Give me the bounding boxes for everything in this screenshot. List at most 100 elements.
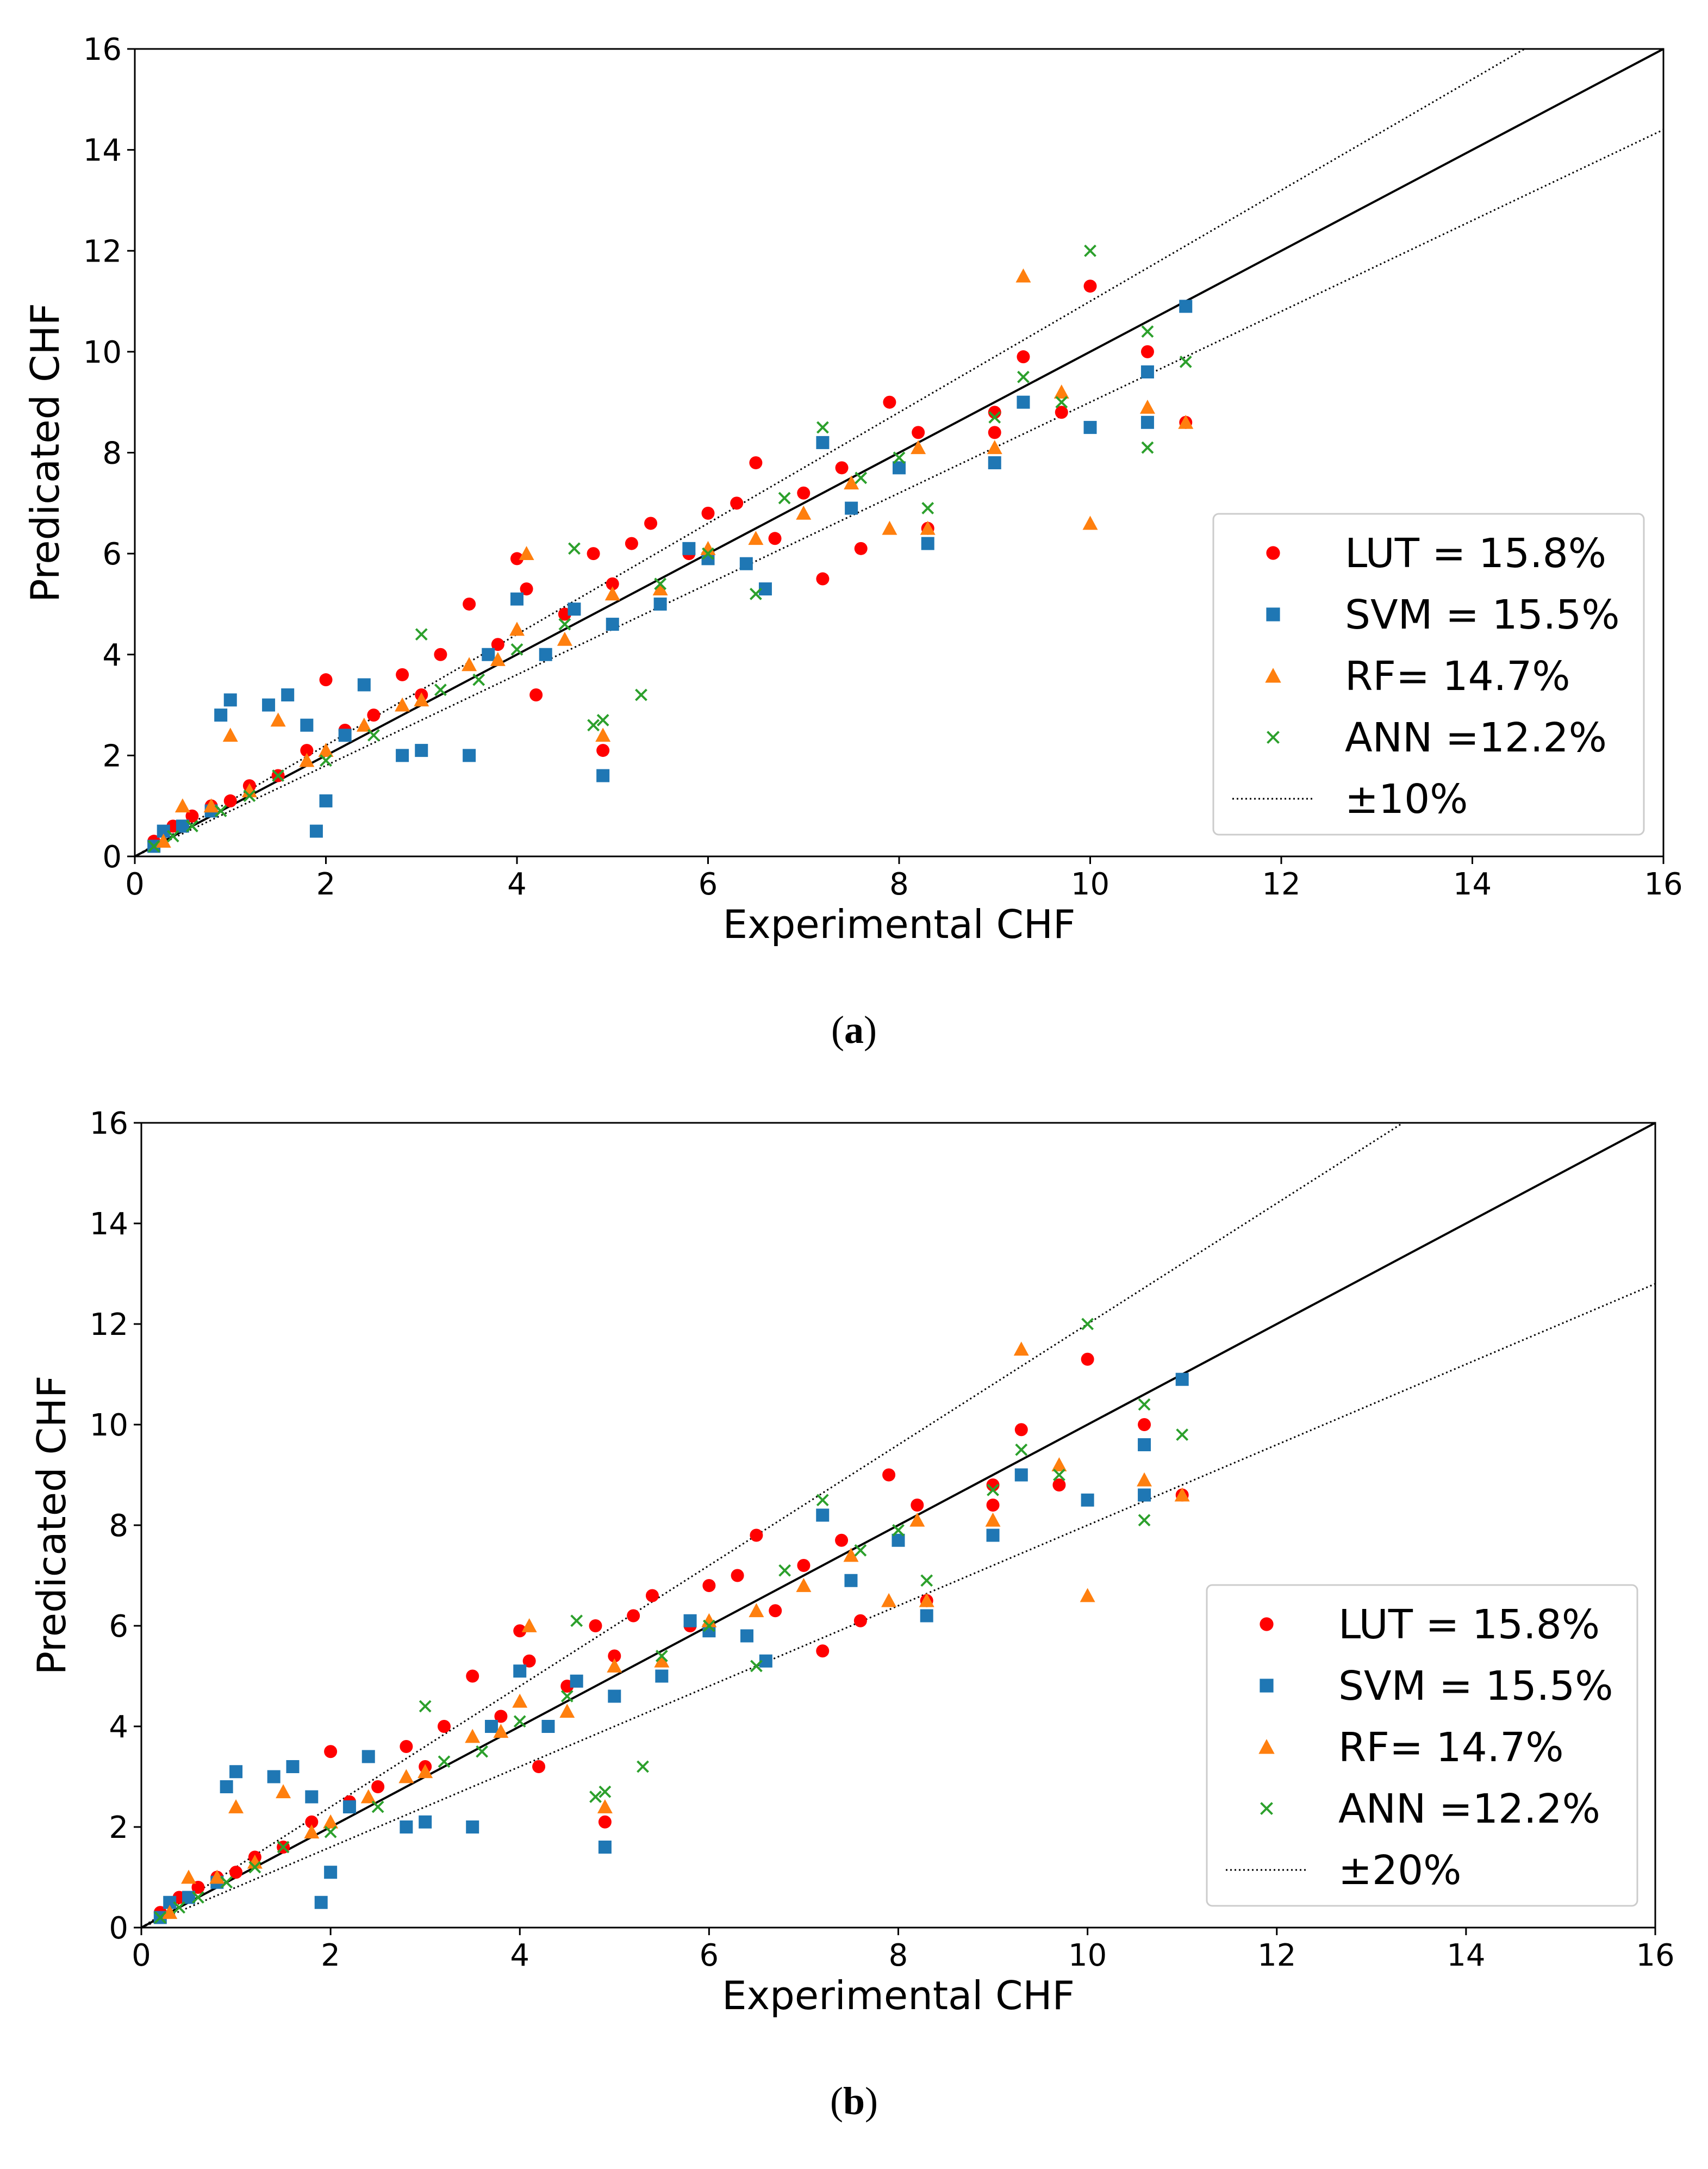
point-svm-a-10 xyxy=(319,794,333,807)
point-lut-a-32 xyxy=(835,461,849,475)
legend-label-band-a: ±10% xyxy=(1345,776,1468,823)
point-ann-b-16 xyxy=(637,1760,649,1773)
point-ann-a-15 xyxy=(596,713,609,726)
point-ann-a-6 xyxy=(320,754,332,767)
point-ann-b-27 xyxy=(1052,1469,1065,1481)
point-svm-b-15 xyxy=(466,1820,479,1834)
x-axis-label-b: Experimental CHF xyxy=(722,1973,1075,2018)
y-tick-label-a-5: 10 xyxy=(83,335,122,370)
caption-b: (b) xyxy=(830,2079,878,2123)
point-lut-a-28 xyxy=(749,456,763,470)
point-svm-b-23 xyxy=(683,1614,697,1627)
point-ann-a-12 xyxy=(558,618,571,631)
point-svm-a-13 xyxy=(396,749,409,762)
point-rf-b-2 xyxy=(209,1869,225,1884)
point-ann-b-1 xyxy=(173,1901,186,1914)
point-svm-a-19 xyxy=(568,602,581,616)
point-lut-b-27 xyxy=(731,1569,744,1582)
point-svm-a-27 xyxy=(816,436,830,449)
point-lut-b-10 xyxy=(371,1780,385,1793)
legend-label-svm-a: SVM = 15.5% xyxy=(1345,592,1620,638)
legend-label-lut-b: LUT = 15.8% xyxy=(1338,1601,1600,1648)
point-rf-b-11 xyxy=(465,1729,481,1743)
x-tick-label-a-3: 6 xyxy=(699,867,718,902)
legend-label-rf-a: RF= 14.7% xyxy=(1345,653,1570,700)
point-lut-a-34 xyxy=(883,395,896,409)
point-svm-a-33 xyxy=(1083,421,1097,434)
point-ann-b-31 xyxy=(1176,1428,1189,1441)
legend-marker-ann-b xyxy=(1260,1802,1273,1815)
point-rf-a-14 xyxy=(519,546,534,561)
point-ann-a-24 xyxy=(921,502,934,515)
point-rf-a-17 xyxy=(604,586,620,601)
point-ann-a-7 xyxy=(367,729,380,742)
point-lut-a-10 xyxy=(367,709,381,722)
x-tick-label-b-6: 12 xyxy=(1257,1938,1296,1973)
point-ann-a-28 xyxy=(1084,244,1096,257)
x-tick-label-a-4: 8 xyxy=(889,867,909,902)
point-ann-a-9 xyxy=(434,683,447,697)
point-lut-b-31 xyxy=(816,1644,830,1658)
point-ann-b-2 xyxy=(192,1891,204,1904)
point-lut-a-31 xyxy=(816,572,830,586)
point-lut-b-4 xyxy=(229,1866,243,1879)
point-rf-a-31 xyxy=(1178,414,1194,429)
point-lut-a-2 xyxy=(185,809,199,823)
lower-band-line-a xyxy=(134,129,1664,857)
point-svm-a-7 xyxy=(281,688,295,701)
point-lut-a-33 xyxy=(854,542,868,555)
x-tick-label-a-1: 2 xyxy=(316,867,336,902)
point-lut-b-24 xyxy=(645,1589,659,1602)
point-svm-a-17 xyxy=(510,592,523,606)
point-ann-a-31 xyxy=(1179,356,1192,368)
point-rf-a-23 xyxy=(882,520,897,535)
point-lut-b-42 xyxy=(1138,1418,1151,1431)
x-tick-label-b-3: 6 xyxy=(700,1938,719,1973)
point-svm-a-9 xyxy=(309,824,323,838)
point-rf-a-24 xyxy=(911,440,926,455)
point-rf-a-19 xyxy=(700,540,716,555)
point-svm-b-7 xyxy=(286,1760,300,1773)
point-lut-a-14 xyxy=(463,597,476,611)
point-ann-b-19 xyxy=(750,1660,763,1673)
point-rf-b-29 xyxy=(1080,1588,1095,1602)
y-tick-label-a-7: 14 xyxy=(83,133,122,169)
x-tick-label-b-0: 0 xyxy=(132,1938,151,1973)
point-ann-b-12 xyxy=(560,1690,574,1702)
point-rf-a-20 xyxy=(748,531,764,545)
point-lut-a-26 xyxy=(701,506,715,520)
point-svm-a-18 xyxy=(539,648,552,661)
point-ann-b-29 xyxy=(1138,1398,1151,1411)
legend-label-rf-b: RF= 14.7% xyxy=(1338,1724,1564,1771)
point-svm-b-17 xyxy=(513,1664,527,1678)
point-rf-a-29 xyxy=(1082,515,1098,530)
point-lut-a-41 xyxy=(1083,279,1097,293)
point-rf-a-27 xyxy=(1015,268,1031,283)
point-lut-b-7 xyxy=(305,1815,319,1829)
point-rf-b-16 xyxy=(597,1799,613,1813)
point-lut-a-11 xyxy=(396,668,409,681)
point-svm-a-16 xyxy=(482,648,495,661)
point-ann-b-25 xyxy=(987,1483,999,1496)
point-rf-b-31 xyxy=(1174,1487,1190,1502)
point-rf-a-15 xyxy=(557,631,572,646)
legend-marker-ann-a xyxy=(1267,731,1280,744)
point-rf-a-25 xyxy=(920,520,936,535)
point-lut-a-24 xyxy=(644,517,658,530)
point-lut-a-20 xyxy=(587,547,600,561)
point-rf-b-7 xyxy=(323,1814,339,1829)
point-svm-b-22 xyxy=(655,1669,669,1683)
x-tick-label-a-2: 4 xyxy=(507,867,527,902)
point-svm-b-12 xyxy=(361,1750,375,1763)
point-rf-b-27 xyxy=(1013,1341,1029,1356)
point-lut-a-40 xyxy=(1055,406,1068,419)
y-tick-label-a-2: 4 xyxy=(102,638,122,673)
point-lut-b-35 xyxy=(911,1499,924,1512)
point-ann-b-28 xyxy=(1081,1317,1094,1331)
axis-ticks-b: 0 2 4 6 8 10 12 14 16 0 2 4 6 8 10 12 14 16 xyxy=(90,1106,1675,1973)
point-ann-b-9 xyxy=(438,1755,451,1768)
point-ann-b-14 xyxy=(589,1791,602,1803)
point-lut-a-13 xyxy=(434,648,447,661)
point-lut-b-29 xyxy=(769,1604,782,1618)
point-ann-b-17 xyxy=(655,1650,668,1662)
